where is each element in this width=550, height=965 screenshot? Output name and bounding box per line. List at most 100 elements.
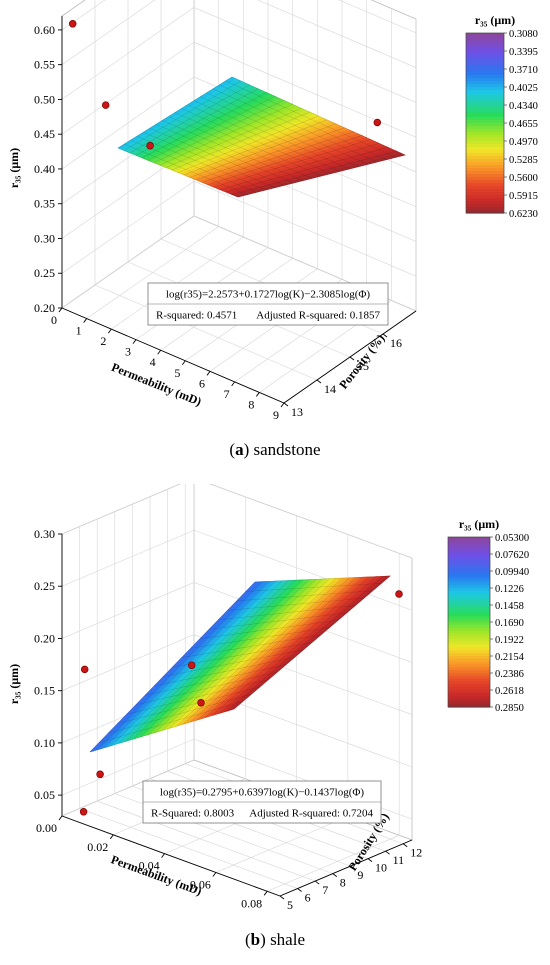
- colorbar-tick-label: 0.2154: [495, 652, 525, 663]
- colorbar-segment: [448, 542, 490, 547]
- mesh-line: [177, 115, 319, 173]
- mesh-line: [205, 577, 364, 718]
- z-axis-title: r₃₅ (μm): [7, 148, 21, 188]
- grid-z: [61, 634, 195, 691]
- plot-area-a: 0.20 0.25 0.30 0.35 0.40 0.45 0.50 0.55 0.60 0 1 2 3…: [7, 0, 538, 422]
- mesh-line: [123, 80, 241, 151]
- mesh-line: [231, 150, 397, 195]
- r-squared: R-Squared: 0.8003: [151, 808, 235, 820]
- x-axis-title: Permeability (mD): [110, 360, 204, 409]
- colorbar-tick-label: 0.6230: [509, 209, 538, 220]
- mesh-line: [89, 581, 256, 753]
- colorbar-segment: [466, 210, 504, 214]
- y-tick-label: 15: [357, 359, 369, 373]
- mesh-line: [181, 108, 331, 174]
- mesh-line: [136, 135, 266, 191]
- mesh-line: [172, 642, 313, 668]
- mesh-line: [245, 583, 382, 592]
- y-tick-label: 8: [340, 876, 346, 890]
- mesh-line: [162, 120, 304, 181]
- regression-box: log(r35)=0.2795+0.6397log(K)−0.1437log(Φ…: [142, 780, 382, 824]
- grid-z: [209, 484, 413, 559]
- colorbar-tick-label: 0.1226: [495, 584, 524, 595]
- mesh-line: [197, 577, 357, 720]
- tick: [402, 843, 408, 848]
- colorbar-segment: [448, 554, 490, 558]
- colorbar-segment: [448, 556, 490, 561]
- y-tick-label: 5: [287, 898, 293, 912]
- x-tick-label: 7: [224, 387, 230, 401]
- x-tick-label: 8: [248, 397, 254, 411]
- y-tick-label: 11: [393, 853, 405, 867]
- regression-equation: log(r35)=0.2795+0.6397log(K)−0.1437log(Φ…: [160, 787, 364, 799]
- colorbar-segment: [466, 135, 504, 139]
- grid-z: [61, 529, 195, 587]
- colorbar-segment: [466, 105, 504, 109]
- z-axis-title: r₃₅ (μm): [7, 664, 21, 704]
- colorbar-segment: [448, 647, 490, 651]
- x-tick-label: 4: [150, 355, 156, 369]
- colorbar-segment: [466, 177, 504, 181]
- mesh-line: [183, 577, 343, 725]
- mesh-line: [231, 76, 406, 156]
- y-tick-label: 12: [410, 846, 422, 860]
- tick: [231, 381, 236, 387]
- colorbar-segment: [466, 99, 504, 103]
- colorbar-segment: [466, 75, 504, 79]
- tick: [109, 834, 114, 840]
- colorbar-segment: [466, 57, 504, 61]
- colorbar-segment: [448, 565, 490, 569]
- x-tick-label: 0.06: [190, 877, 211, 891]
- colorbar-segment: [448, 622, 490, 626]
- colorbar-segment: [466, 153, 504, 157]
- chart-panel-shale: 0.05 0.10 0.15 0.20 0.25 0.30 0.00 0.02 0.04 0.06…: [0, 484, 550, 965]
- z-tick-label: 0.35: [34, 197, 55, 211]
- colorbar-title: r₃₅ (μm): [459, 517, 499, 531]
- x-tick-label: 0: [51, 313, 57, 327]
- colorbar-segment: [448, 684, 490, 688]
- mesh-line: [233, 575, 391, 710]
- surface-mesh: [89, 575, 391, 753]
- colorbar-segment: [448, 571, 490, 575]
- colorbar-tick-label: 0.5600: [509, 173, 538, 184]
- mesh-line: [201, 131, 354, 183]
- mesh-line: [154, 657, 295, 687]
- colorbar-segment: [448, 551, 490, 555]
- colorbar-segment: [448, 562, 490, 566]
- mesh-line: [189, 123, 336, 178]
- x-tick-label: 6: [199, 376, 205, 390]
- z-tick-label: 0.50: [34, 92, 55, 106]
- colorbar-tick-label: 0.4970: [509, 137, 538, 148]
- colorbar-tick-label: 0.5285: [509, 155, 538, 166]
- colorbar-segment: [466, 72, 504, 76]
- data-point: [96, 770, 104, 779]
- colorbar-segment: [448, 545, 490, 549]
- colorbar-segment: [448, 624, 490, 629]
- mesh-line: [144, 664, 287, 696]
- mesh-line: [226, 576, 384, 712]
- mesh-line: [147, 579, 310, 735]
- colorbar-tick-label: 0.1690: [495, 618, 524, 629]
- colorbar-segment: [466, 162, 504, 166]
- colorbar-segment: [466, 69, 504, 73]
- mesh-line: [207, 135, 362, 185]
- y-tick-label: 6: [305, 891, 311, 905]
- colorbar-segment: [448, 602, 490, 606]
- mesh-line: [163, 649, 304, 677]
- colorbar-segment: [466, 198, 504, 202]
- colorbar-segment: [448, 605, 490, 609]
- colorbar-segment: [466, 195, 504, 199]
- colorbar-segment: [448, 619, 490, 623]
- z-tick-label: 0.60: [34, 23, 55, 37]
- mesh-line: [254, 575, 391, 583]
- r-squared: R-squared: 0.4571: [156, 310, 237, 322]
- colorbar-segment: [466, 81, 504, 85]
- z-tick-label: 0.20: [34, 301, 55, 315]
- mesh-line: [108, 693, 252, 734]
- axes: [58, 533, 413, 900]
- mesh-line: [126, 679, 269, 715]
- mesh-line: [200, 96, 359, 167]
- tick: [283, 402, 289, 407]
- y-tick-label: 9: [357, 868, 363, 882]
- y-tick-label: 16: [390, 336, 402, 350]
